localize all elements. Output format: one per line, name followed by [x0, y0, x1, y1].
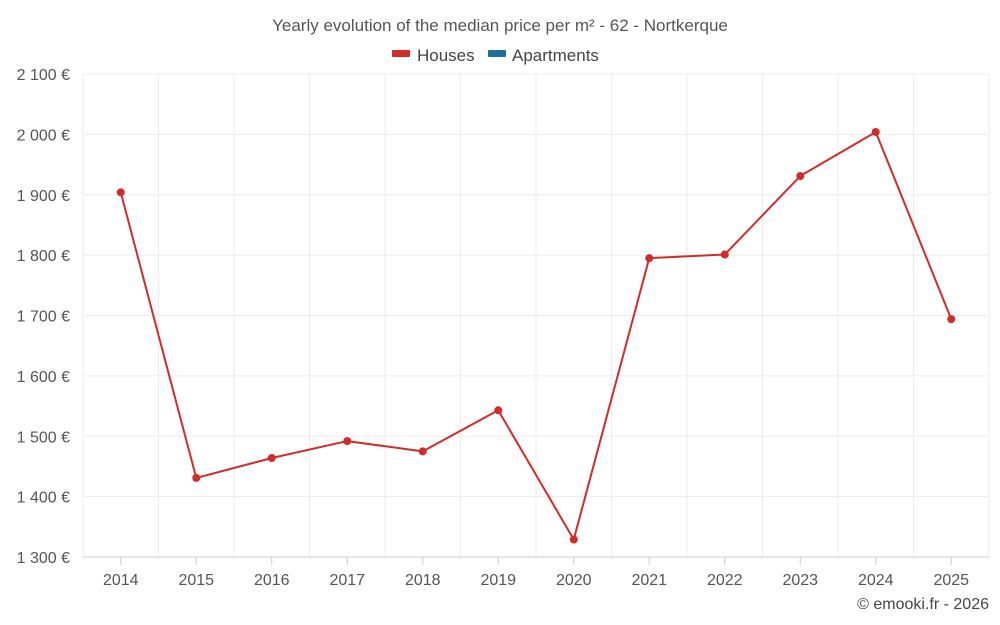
chart-title: Yearly evolution of the median price per… — [272, 16, 728, 35]
series-layer: 2014: 1904 € 2015: 1431 € 2016: 1464 € 2017… — [116, 127, 956, 544]
data-point-houses: 2019: 1543 € — [494, 406, 503, 415]
y-tick-label: 1 600 € — [17, 369, 70, 386]
y-tick-label: 1 400 € — [17, 490, 70, 507]
data-point-houses: 2017: 1492 € — [343, 437, 352, 446]
data-point-houses: 2023: 1931 € — [796, 172, 805, 181]
y-tick-label: 1 800 € — [17, 248, 70, 265]
data-point-houses: 2018: 1475 € — [418, 447, 427, 456]
y-tick-label: 2 000 € — [17, 127, 70, 144]
x-tick-label: 2018 — [405, 572, 441, 589]
x-tick-label: 2020 — [556, 572, 592, 589]
data-point-houses: 2022: 1801 € — [720, 250, 729, 259]
data-point-houses: 2016: 1464 € — [267, 453, 276, 462]
x-tick-label: 2014 — [103, 572, 139, 589]
series-line-houses — [119, 130, 953, 541]
x-tick-label: 2025 — [933, 572, 969, 589]
x-tick-label: 2024 — [858, 572, 894, 589]
x-tick-label: 2016 — [254, 572, 290, 589]
data-point-houses: 2025: 1694 € — [947, 315, 956, 324]
x-tick-label: 2017 — [329, 572, 365, 589]
legend-item-houses[interactable]: Houses — [392, 46, 475, 65]
y-tick-label: 2 100 € — [17, 67, 70, 84]
legend-label-houses: Houses — [417, 46, 475, 65]
y-tick-label: 1 300 € — [17, 550, 70, 567]
x-tick-label: 2015 — [178, 572, 214, 589]
credit-text: © emooki.fr - 2026 — [857, 596, 989, 613]
legend-swatch-houses — [392, 50, 410, 57]
data-point-houses: 2021: 1795 € — [645, 254, 654, 263]
legend-label-apartments: Apartments — [512, 46, 599, 65]
data-point-houses: 2014: 1904 € — [116, 188, 125, 197]
x-tick-label: 2023 — [782, 572, 818, 589]
y-tick-label: 1 900 € — [17, 188, 70, 205]
axes: 1 300 € 1 400 € 1 500 € 1 600 € 1 700 € 1 800… — [17, 67, 989, 589]
y-tick-label: 1 500 € — [17, 429, 70, 446]
x-tick-label: 2022 — [707, 572, 743, 589]
legend-swatch-apartments — [488, 50, 506, 57]
y-tick-label: 1 700 € — [17, 309, 70, 326]
grid — [82, 73, 990, 557]
x-tick-label: 2019 — [480, 572, 516, 589]
x-tick-label: 2021 — [631, 572, 667, 589]
legend-item-apartments[interactable]: Apartments — [488, 46, 599, 65]
data-point-houses: 2020: 1329 € — [569, 535, 578, 544]
legend: Houses Apartments — [392, 46, 599, 65]
data-point-houses: 2024: 2004 € — [871, 127, 880, 136]
data-point-houses: 2015: 1431 € — [192, 473, 201, 482]
